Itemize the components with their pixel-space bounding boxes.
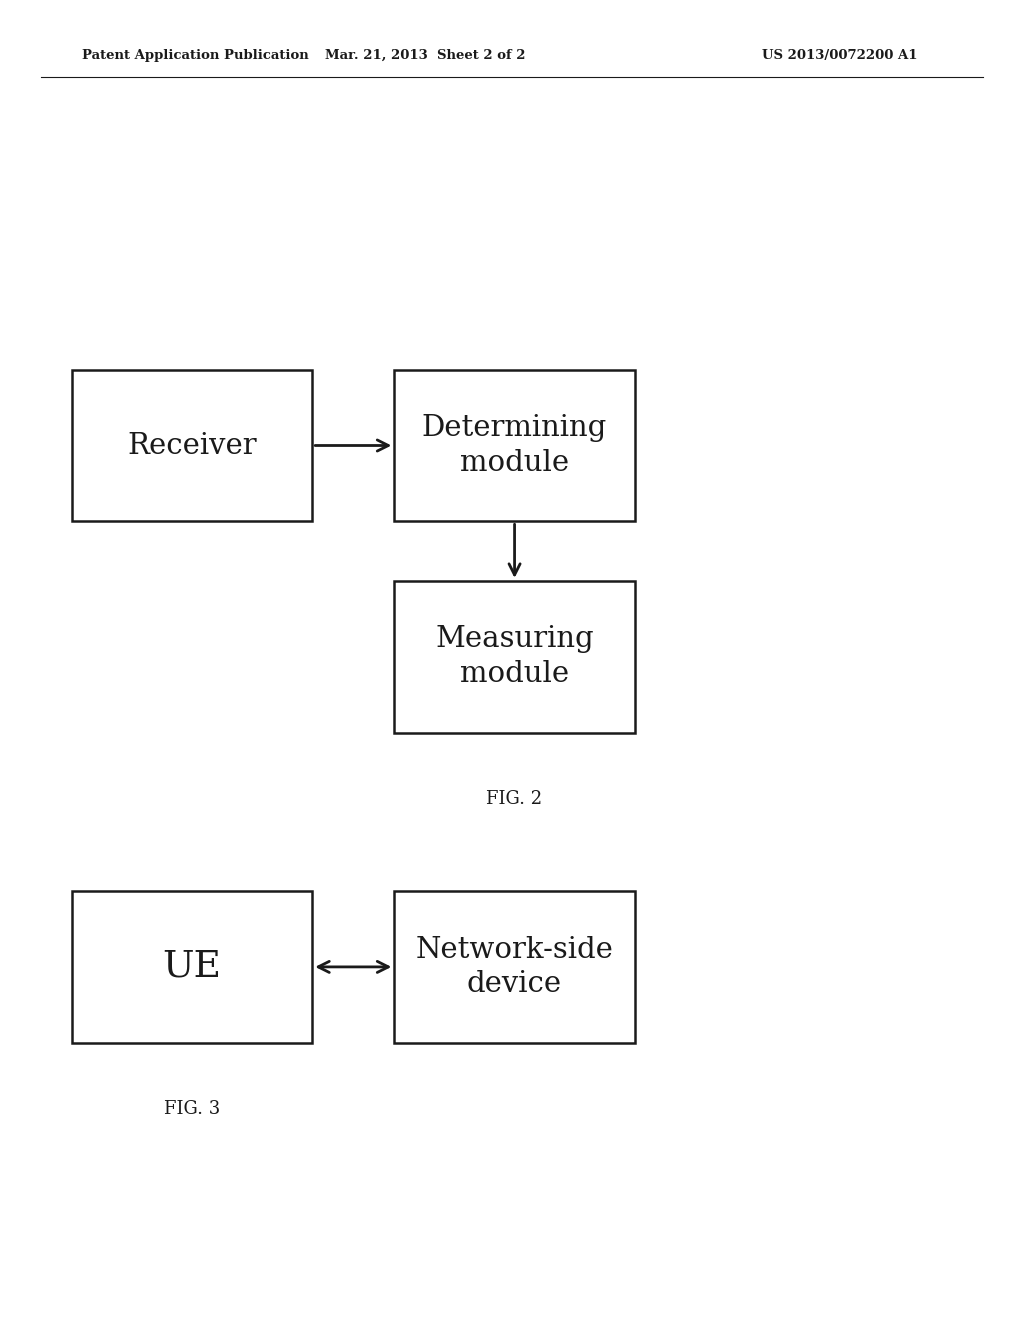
Text: UE: UE (163, 949, 221, 985)
FancyBboxPatch shape (394, 891, 635, 1043)
Text: Measuring
module: Measuring module (435, 626, 594, 688)
FancyBboxPatch shape (72, 891, 312, 1043)
FancyBboxPatch shape (394, 370, 635, 521)
Text: Network-side
device: Network-side device (416, 936, 613, 998)
FancyBboxPatch shape (72, 370, 312, 521)
Text: Receiver: Receiver (127, 432, 257, 459)
Text: Patent Application Publication: Patent Application Publication (82, 49, 308, 62)
Text: FIG. 3: FIG. 3 (164, 1100, 220, 1118)
Text: Mar. 21, 2013  Sheet 2 of 2: Mar. 21, 2013 Sheet 2 of 2 (325, 49, 525, 62)
Text: Determining
module: Determining module (422, 414, 607, 477)
Text: FIG. 2: FIG. 2 (486, 789, 543, 808)
FancyBboxPatch shape (394, 581, 635, 733)
Text: US 2013/0072200 A1: US 2013/0072200 A1 (762, 49, 918, 62)
